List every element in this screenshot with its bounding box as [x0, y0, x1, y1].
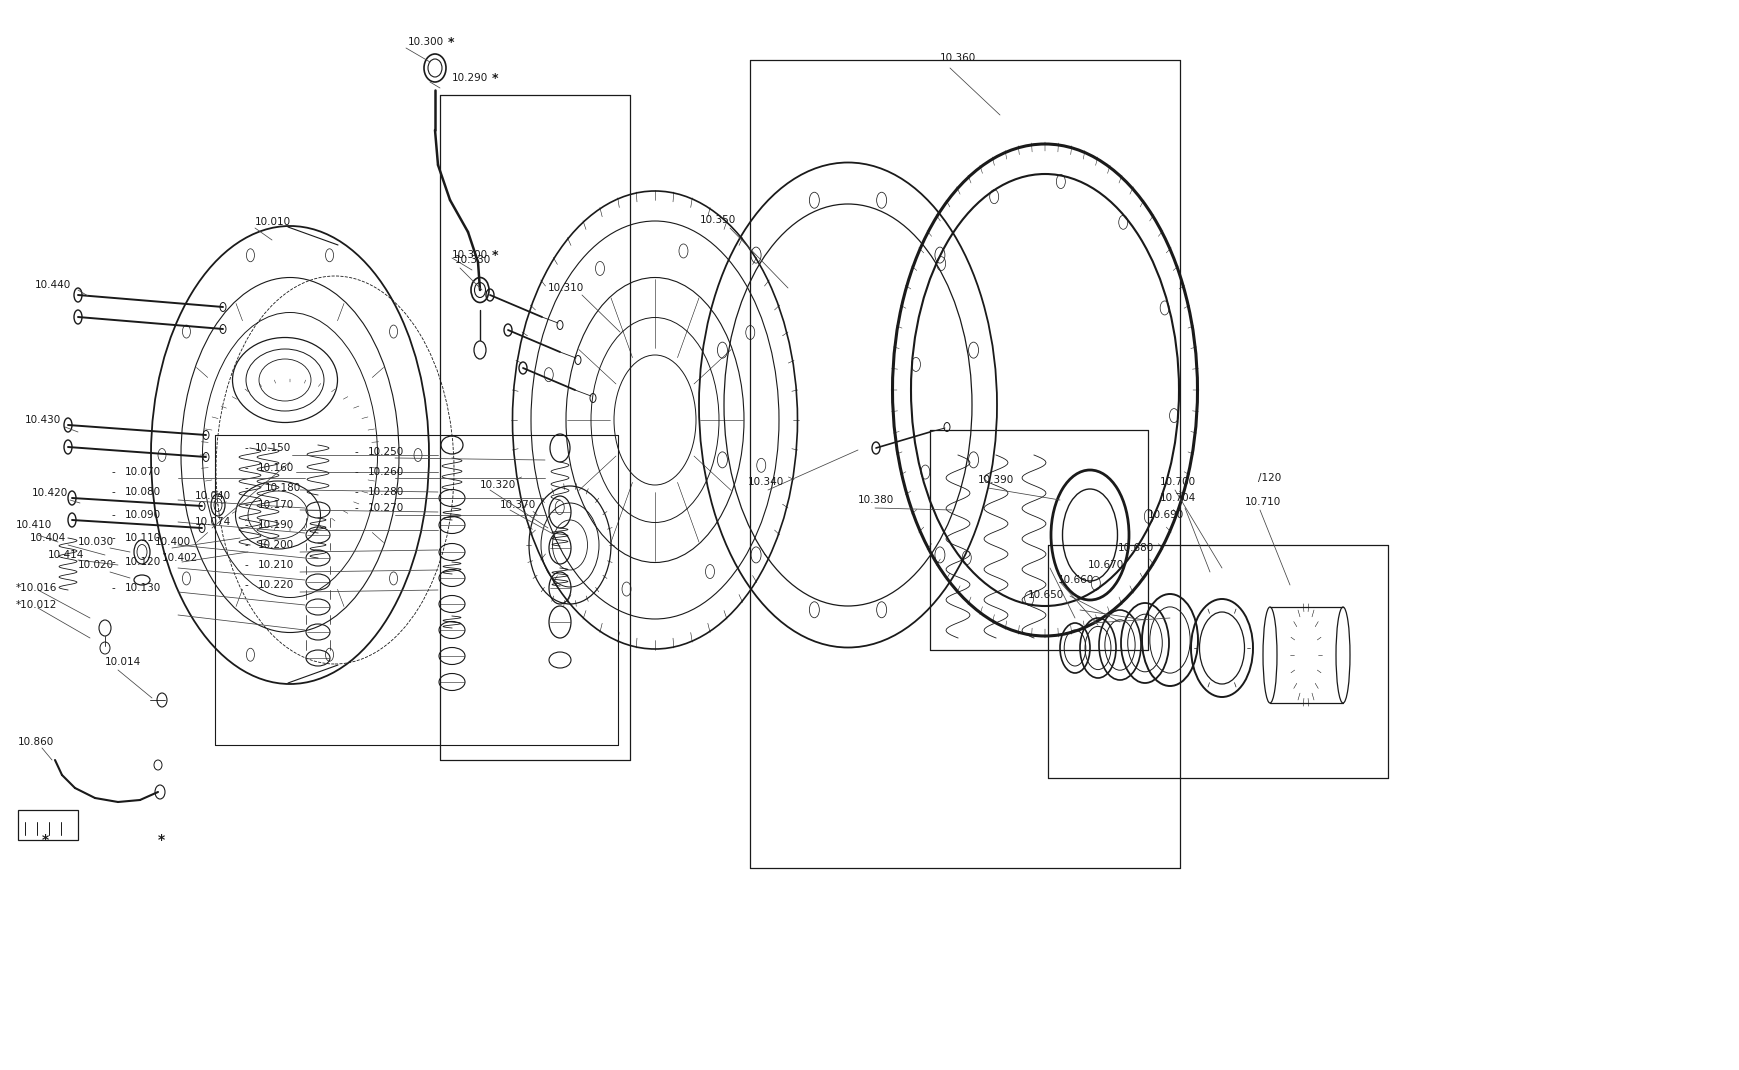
- Text: 10.410: 10.410: [16, 520, 52, 530]
- Text: 10.010: 10.010: [256, 217, 290, 227]
- Text: 10.270: 10.270: [367, 503, 403, 513]
- Text: -: -: [111, 533, 117, 542]
- Text: 10.430: 10.430: [24, 415, 61, 425]
- Text: 10.250: 10.250: [367, 447, 403, 457]
- Text: 10.710: 10.710: [1245, 496, 1280, 507]
- Text: *: *: [492, 248, 497, 261]
- Text: 10.190: 10.190: [257, 520, 294, 530]
- Text: 10.402: 10.402: [162, 553, 198, 563]
- Text: 10.420: 10.420: [31, 488, 68, 498]
- Text: 10.170: 10.170: [257, 500, 294, 510]
- Text: *: *: [158, 834, 165, 847]
- Text: 10.390: 10.390: [977, 475, 1014, 485]
- Text: -: -: [111, 487, 117, 496]
- Text: 10.180: 10.180: [264, 483, 301, 493]
- Text: 10.860: 10.860: [17, 737, 54, 747]
- Text: 10.660: 10.660: [1057, 575, 1094, 585]
- Text: 10.074: 10.074: [195, 517, 231, 528]
- Text: -: -: [245, 580, 249, 590]
- Text: 10.210: 10.210: [257, 560, 294, 570]
- Text: -: -: [245, 463, 249, 473]
- Bar: [17, 810, 78, 840]
- Text: -: -: [245, 443, 249, 453]
- Text: -: -: [245, 500, 249, 510]
- Text: 10.704: 10.704: [1160, 493, 1196, 503]
- Text: 10.070: 10.070: [125, 467, 162, 477]
- Text: 10.400: 10.400: [155, 537, 191, 547]
- Text: 10.670: 10.670: [1087, 560, 1123, 570]
- Text: *: *: [492, 72, 497, 85]
- Text: -: -: [355, 503, 358, 513]
- Text: -: -: [111, 510, 117, 520]
- Text: 10.340: 10.340: [748, 477, 784, 487]
- Text: 10.404: 10.404: [30, 533, 66, 542]
- Text: *10.016: *10.016: [16, 583, 57, 593]
- Text: 10.310: 10.310: [548, 282, 584, 293]
- Text: 10.300: 10.300: [452, 250, 489, 260]
- Text: -: -: [245, 520, 249, 530]
- Text: 10.380: 10.380: [857, 495, 894, 505]
- Text: 10.080: 10.080: [125, 487, 162, 496]
- Text: 10.120: 10.120: [125, 557, 162, 567]
- Text: 10.414: 10.414: [49, 550, 83, 560]
- Text: -: -: [111, 583, 117, 593]
- Text: 10.330: 10.330: [454, 255, 490, 265]
- Text: 10.040: 10.040: [195, 491, 231, 501]
- Text: 10.220: 10.220: [257, 580, 294, 590]
- Text: 10.350: 10.350: [699, 215, 736, 225]
- Text: 10.110: 10.110: [125, 533, 162, 542]
- Text: -: -: [111, 467, 117, 477]
- Text: 10.300: 10.300: [407, 37, 443, 47]
- Text: -: -: [355, 467, 358, 477]
- Text: *10.012: *10.012: [16, 600, 57, 610]
- Text: 10.150: 10.150: [256, 443, 290, 453]
- Text: 10.680: 10.680: [1118, 542, 1153, 553]
- Text: 10.690: 10.690: [1148, 510, 1184, 520]
- Text: 10.130: 10.130: [125, 583, 162, 593]
- Text: 10.014: 10.014: [104, 657, 141, 667]
- Text: -: -: [355, 447, 358, 457]
- Text: 10.440: 10.440: [35, 280, 71, 290]
- Text: 10.030: 10.030: [78, 537, 115, 547]
- Text: 10.650: 10.650: [1028, 590, 1064, 600]
- Text: -: -: [111, 557, 117, 567]
- Text: 10.160: 10.160: [257, 463, 294, 473]
- Text: -: -: [245, 540, 249, 550]
- Text: 10.280: 10.280: [367, 487, 403, 496]
- Text: 10.090: 10.090: [125, 510, 162, 520]
- Text: 10.260: 10.260: [367, 467, 403, 477]
- Text: -: -: [245, 560, 249, 570]
- Text: -: -: [245, 483, 249, 493]
- Text: *: *: [447, 35, 454, 48]
- Text: 10.320: 10.320: [480, 480, 516, 490]
- Text: /120: /120: [1257, 473, 1280, 483]
- Text: -: -: [355, 487, 358, 496]
- Text: 10.200: 10.200: [257, 540, 294, 550]
- Text: 10.020: 10.020: [78, 560, 115, 570]
- Text: *: *: [42, 834, 49, 847]
- Text: 10.360: 10.360: [939, 54, 976, 63]
- Text: 10.700: 10.700: [1160, 477, 1195, 487]
- Text: 10.370: 10.370: [499, 500, 536, 510]
- Text: 10.290: 10.290: [452, 73, 489, 83]
